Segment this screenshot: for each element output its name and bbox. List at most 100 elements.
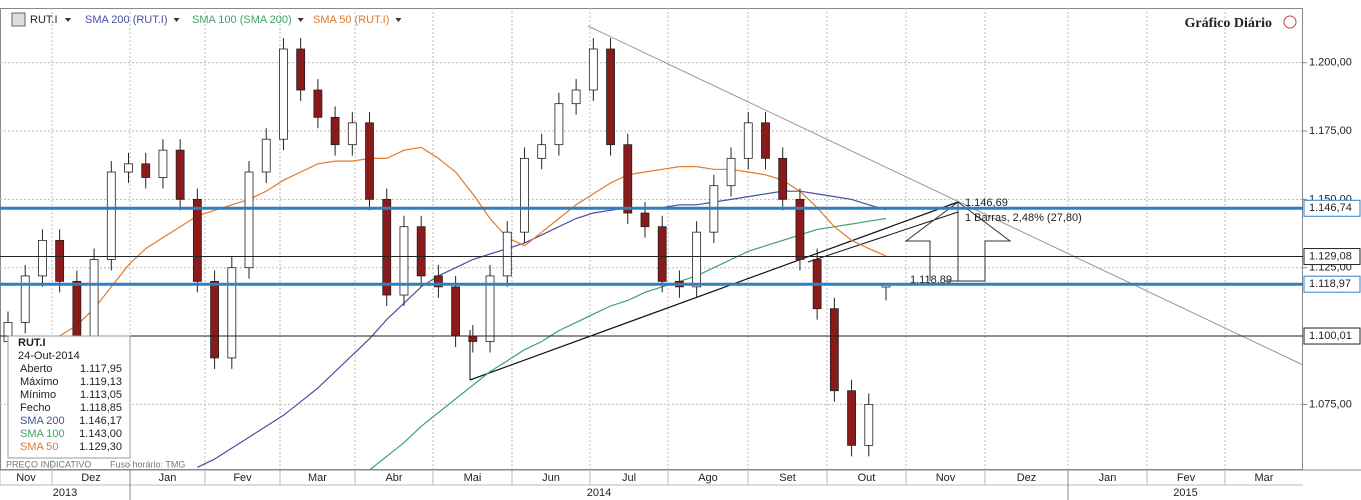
info-value: 1.146,17 — [79, 415, 122, 427]
info-label: Mínimo — [20, 389, 56, 401]
info-value: 1.129,30 — [79, 441, 122, 453]
candle-body — [743, 122, 753, 159]
y-tick-label: 1.200,00 — [1309, 57, 1352, 69]
candle-body — [829, 308, 839, 392]
candle-body — [313, 89, 323, 118]
x-tick-label: Jan — [1099, 472, 1117, 484]
symbol-icon — [11, 12, 26, 27]
level-label-box — [1303, 327, 1361, 345]
info-box — [7, 335, 131, 459]
candle-body — [537, 144, 547, 159]
x-tick-label: Jan — [159, 472, 177, 484]
info-label: Fecho — [20, 402, 51, 414]
dropdown-icon — [395, 18, 402, 22]
y-tick-label: 1.075,00 — [1309, 398, 1352, 410]
annotation: 1.146,69 — [965, 197, 1008, 209]
candle-body — [761, 122, 770, 159]
candle-body — [382, 198, 392, 296]
info-label: Máximo — [20, 376, 59, 388]
x-tick-label: Ago — [698, 472, 718, 484]
candle-body — [778, 157, 788, 200]
x-tick-label: Fev — [233, 472, 252, 484]
candle-body — [347, 122, 357, 146]
y-tick-label: 1.175,00 — [1309, 125, 1352, 137]
candle-body — [416, 226, 426, 277]
info-label: SMA 200 — [20, 415, 65, 427]
candle-body — [20, 275, 30, 323]
candle-body — [433, 275, 443, 288]
x-tick-label: Out — [858, 472, 876, 484]
legend-symbol: RUT.I — [30, 14, 58, 26]
candle-body — [55, 239, 65, 282]
dropdown-icon — [65, 18, 71, 22]
x-tick-label: Dez — [81, 472, 101, 484]
x-tick-label: Mai — [464, 472, 482, 484]
info-label: SMA 50 — [20, 441, 59, 453]
candle-body — [847, 390, 856, 446]
info-value: 1.143,00 — [79, 428, 122, 440]
info-value: 1.119,13 — [80, 376, 122, 388]
candle-body — [520, 157, 529, 233]
level-label: 1.100,01 — [1309, 330, 1352, 342]
candle-body — [588, 48, 598, 91]
candle-body — [330, 116, 340, 146]
candle-body — [141, 163, 151, 178]
chart-title: Gráfico Diário — [1185, 16, 1272, 31]
candle-body — [554, 103, 564, 146]
timezone: Fuso horário: TMG — [110, 459, 185, 469]
candle-body — [502, 231, 512, 277]
trend-line — [469, 201, 959, 381]
legend-entry: SMA 50 (RUT.I) — [313, 14, 389, 26]
info-value: 1.113,05 — [80, 389, 122, 401]
dropdown-icon — [297, 18, 304, 22]
candle-body — [485, 275, 495, 342]
candle-body — [72, 280, 82, 337]
info-value: 1.117,95 — [80, 363, 122, 375]
x-tick-label: Abr — [385, 472, 402, 484]
candle-body — [175, 149, 185, 200]
x-tick-label: Nov — [936, 472, 956, 484]
dropdown-icon — [173, 18, 180, 22]
x-tick-label: Mar — [1255, 472, 1274, 484]
info-label: Aberto — [20, 363, 52, 375]
year-label: 2013 — [53, 487, 77, 499]
candle-body — [106, 171, 116, 260]
candle-body — [365, 122, 374, 200]
legend-entry: SMA 100 (SMA 200) — [192, 14, 292, 26]
candle-body — [244, 171, 254, 269]
level-label: 1.146,74 — [1309, 202, 1352, 214]
year-label: 2014 — [587, 487, 611, 499]
year-label: 2015 — [1173, 487, 1197, 499]
trend-line — [587, 25, 1304, 366]
candle-body — [192, 198, 202, 282]
candle-body — [795, 198, 805, 260]
projection-arrow — [904, 201, 1012, 282]
candle-body — [864, 403, 874, 446]
info-label: SMA 100 — [20, 428, 65, 440]
x-tick-label: Nov — [16, 472, 36, 484]
candle-body — [640, 212, 650, 228]
candle-body — [38, 239, 47, 277]
info-symbol: RUT.I — [18, 337, 46, 349]
sma-line — [197, 190, 887, 468]
annotation: 1 Barras, 2,48% (27,80) — [965, 212, 1082, 224]
level-label: 1.118,97 — [1309, 278, 1351, 290]
candle-body — [399, 226, 409, 296]
legend-entry: SMA 200 (RUT.I) — [85, 14, 168, 26]
grid — [0, 8, 1303, 470]
candle-body — [623, 144, 633, 214]
x-tick-label: Jun — [542, 472, 560, 484]
candle-body — [124, 163, 133, 173]
x-tick-label: Fev — [1177, 472, 1196, 484]
candle-body — [726, 157, 736, 187]
candle-body — [210, 280, 219, 359]
x-tick-label: Mar — [308, 472, 327, 484]
info-date: 24-Out-2014 — [18, 350, 80, 362]
candle-body — [468, 335, 478, 342]
candle-body — [657, 226, 667, 282]
candle-body — [606, 48, 615, 146]
level-label-box — [1303, 248, 1361, 266]
candle-body — [158, 149, 168, 178]
